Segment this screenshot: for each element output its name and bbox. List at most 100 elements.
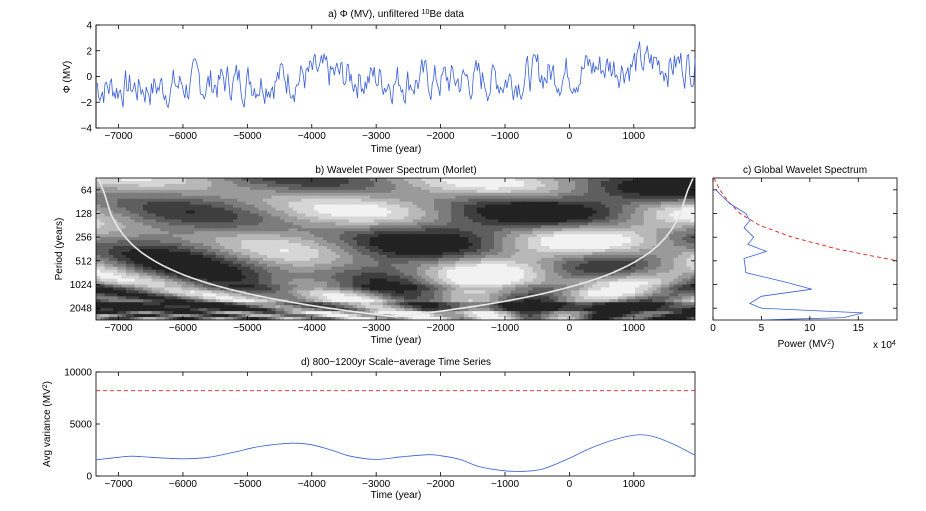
heatmap-cell [489,272,495,277]
heatmap-cell [309,216,315,220]
heatmap-cell [442,257,448,262]
heatmap-cell [647,272,653,277]
heatmap-cell [506,257,512,262]
heatmap-cell [647,183,653,188]
heatmap-cell [515,195,520,200]
heatmap-cell [446,201,452,206]
heatmap-cell [168,275,174,279]
heatmap-cell [626,183,632,188]
heatmap-cell [288,269,294,274]
heatmap-cell [108,278,114,282]
heatmap-cell [113,260,118,265]
heatmap-cell [669,225,675,229]
heatmap-cell [583,263,589,268]
heatmap-cell [104,204,110,208]
heatmap-cell [613,234,619,238]
heatmap-cell [224,186,230,191]
heatmap-cell [125,204,131,208]
heatmap-cell [339,186,345,191]
heatmap-cell [489,201,495,206]
heatmap-cell [399,186,405,191]
heatmap-cell [639,207,645,211]
heatmap-cell [284,213,289,217]
heatmap-cell [596,240,602,244]
heatmap-cell [254,260,259,265]
heatmap-cell [352,178,358,182]
heatmap-cell [250,204,255,208]
heatmap-cell [408,222,414,226]
heatmap-cell [498,192,503,197]
heatmap-cell [489,219,495,223]
heatmap-cell [348,225,354,229]
heatmap-cell [220,249,225,253]
heatmap-cell [125,180,131,185]
heatmap-cell [147,198,153,203]
heatmap-cell [130,272,135,277]
heatmap-cell [421,234,426,238]
heatmap-cell [682,189,687,194]
heatmap-cell [412,180,418,185]
heatmap-cell [446,180,452,185]
heatmap-cell [160,178,165,182]
heatmap-cell [117,249,123,253]
heatmap-cell [630,183,636,188]
heatmap-cell [515,201,520,206]
heatmap-cell [378,222,384,226]
heatmap-cell [241,201,247,206]
heatmap-cell [125,251,131,256]
heatmap-cell [211,237,217,241]
heatmap-cell [472,246,478,250]
heatmap-cell [134,243,140,247]
heatmap-cell [207,231,212,235]
heatmap-cell [549,231,555,235]
heatmap-cell [284,198,289,203]
heatmap-cell [673,198,679,203]
heatmap-cell [194,204,200,208]
heatmap-cell [511,195,516,200]
heatmap-cell [318,251,324,256]
heatmap-cell [292,189,298,194]
heatmap-cell [194,243,200,247]
heatmap-cell [540,216,546,220]
heatmap-cell [335,249,341,253]
heatmap-cell [220,240,225,244]
heatmap-cell [493,207,499,211]
heatmap-cell [331,266,336,271]
heatmap-cell [194,246,200,250]
heatmap-cell [271,213,277,217]
heatmap-cell [147,266,153,271]
heatmap-cell [309,278,315,282]
heatmap-cell [335,198,341,203]
heatmap-cell [481,207,486,211]
heatmap-cell [164,189,170,194]
heatmap-cell [536,275,542,279]
heatmap-cell [181,240,187,244]
heatmap-cell [502,275,508,279]
heatmap-cell [609,189,615,194]
heatmap-cell [125,263,131,268]
heatmap-cell [96,207,101,211]
heatmap-cell [553,249,559,253]
heatmap-cell [365,225,371,229]
heatmap-cell [463,246,469,250]
heatmap-cell [677,243,683,247]
heatmap-cell [301,266,307,271]
heatmap-cell [382,240,388,244]
heatmap-cell [130,195,135,200]
heatmap-cell [108,231,114,235]
heatmap-cell [232,281,238,285]
heatmap-cell [378,183,384,188]
heatmap-cell [481,178,486,182]
heatmap-cell [202,234,208,238]
heatmap-cell [579,246,585,250]
heatmap-cell [502,180,508,185]
heatmap-cell [686,254,692,259]
heatmap-cell [130,228,135,232]
heatmap-cell [570,186,576,191]
heatmap-cell [425,240,431,244]
heatmap-cell [643,198,649,203]
heatmap-cell [652,216,657,220]
heatmap-cell [536,201,542,206]
heatmap-cell [378,225,384,229]
heatmap-cell [348,228,354,232]
